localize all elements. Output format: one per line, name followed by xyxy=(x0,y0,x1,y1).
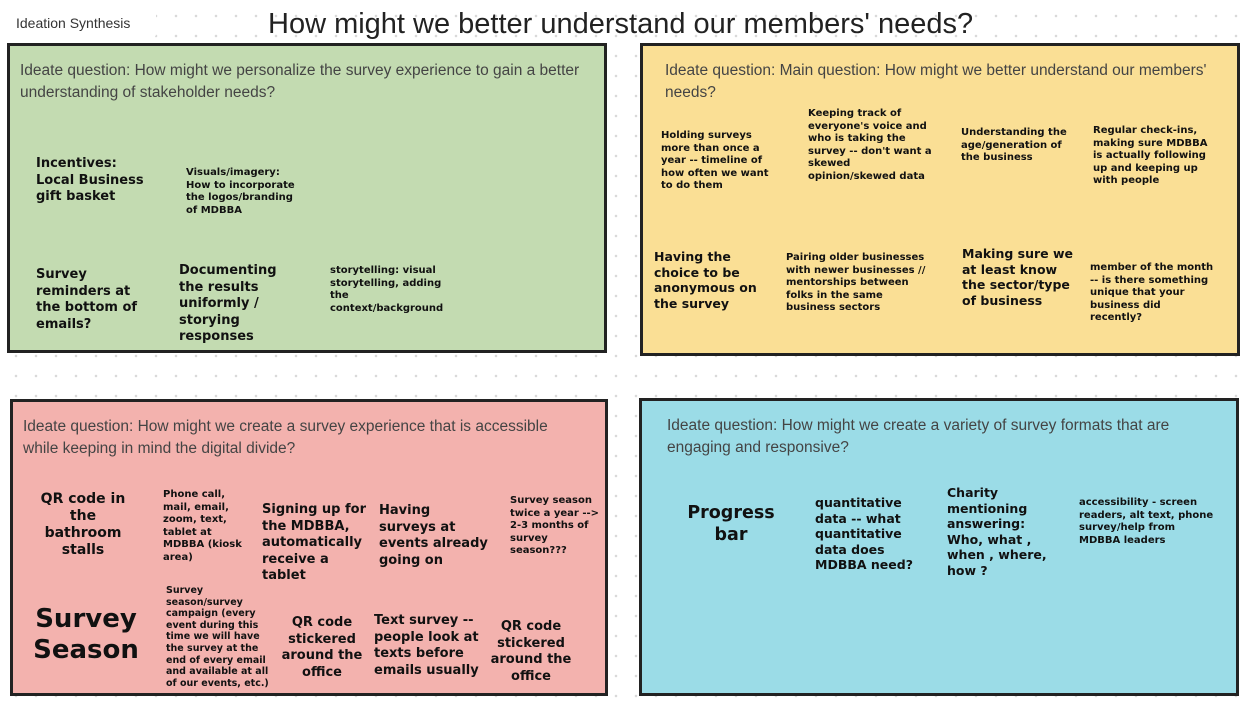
sticky-note[interactable]: storytelling: visual storytelling, addin… xyxy=(330,265,444,314)
sticky-note[interactable]: Phone call, mail, email, zoom, text, tab… xyxy=(163,489,242,563)
frame-accessible-survey[interactable]: Ideate question: How might we create a s… xyxy=(10,399,608,696)
sticky-note[interactable]: Visuals/imagery: How to incorporate the … xyxy=(186,167,295,216)
sticky-note[interactable]: Survey reminders at the bottom of emails… xyxy=(36,267,138,332)
sticky-note[interactable]: Documenting the results uniformly / stor… xyxy=(179,263,277,344)
sticky-note[interactable]: Survey season twice a year --> 2-3 month… xyxy=(510,495,600,556)
frame-question: Ideate question: How might we create a s… xyxy=(23,418,548,457)
sticky-note[interactable]: Understanding the age/generation of the … xyxy=(961,127,1067,163)
sticky-note[interactable]: Text survey -- people look at texts befo… xyxy=(374,613,479,678)
sticky-note[interactable]: Having surveys at events already going o… xyxy=(379,503,488,568)
frame-question: Ideate question: How might we create a v… xyxy=(667,417,1170,456)
sticky-note[interactable]: member of the month -- is there somethin… xyxy=(1090,262,1214,323)
sticky-note[interactable]: Incentives: Local Business gift basket xyxy=(36,156,144,204)
frame-personalize-survey[interactable]: Ideate question: How might we personaliz… xyxy=(7,43,607,353)
sticky-note[interactable]: Pairing older businesses with newer busi… xyxy=(786,252,926,313)
frame-survey-formats[interactable]: Ideate question: How might we create a v… xyxy=(639,398,1239,696)
board-title: How might we better understand our membe… xyxy=(268,8,974,40)
sticky-note[interactable]: Signing up for the MDBBA, automatically … xyxy=(262,502,367,583)
frame-main-question[interactable]: Ideate question: Main question: How migh… xyxy=(640,43,1240,356)
sticky-note[interactable]: Keeping track of everyone's voice and wh… xyxy=(808,108,932,182)
board-label[interactable]: Ideation Synthesis xyxy=(6,8,156,38)
frame-question: Ideate question: How might we personaliz… xyxy=(20,62,580,101)
sticky-note[interactable]: Charity mentioning answering: Who, what … xyxy=(947,485,1047,578)
sticky-note[interactable]: Regular check-ins, making sure MDBBA is … xyxy=(1093,125,1208,186)
sticky-note[interactable]: Progress bar xyxy=(687,503,775,545)
sticky-note[interactable]: Holding surveys more than once a year --… xyxy=(661,130,769,191)
sticky-note[interactable]: Survey Season xyxy=(33,604,139,665)
sticky-note[interactable]: QR code stickered around the office xyxy=(281,615,363,680)
sticky-note[interactable]: quantitative data -- what quantitative d… xyxy=(815,495,913,572)
sticky-note[interactable]: accessibility - screen readers, alt text… xyxy=(1079,497,1214,546)
frame-question: Ideate question: Main question: How migh… xyxy=(665,62,1207,101)
sticky-note[interactable]: QR code stickered around the office xyxy=(490,619,572,684)
sticky-note[interactable]: Making sure we at least know the sector/… xyxy=(962,246,1074,308)
sticky-note[interactable]: Having the choice to be anonymous on the… xyxy=(654,249,757,311)
sticky-note[interactable]: Survey season/survey campaign (every eve… xyxy=(166,585,269,689)
sticky-note[interactable]: QR code in the bathroom stalls xyxy=(40,491,126,558)
